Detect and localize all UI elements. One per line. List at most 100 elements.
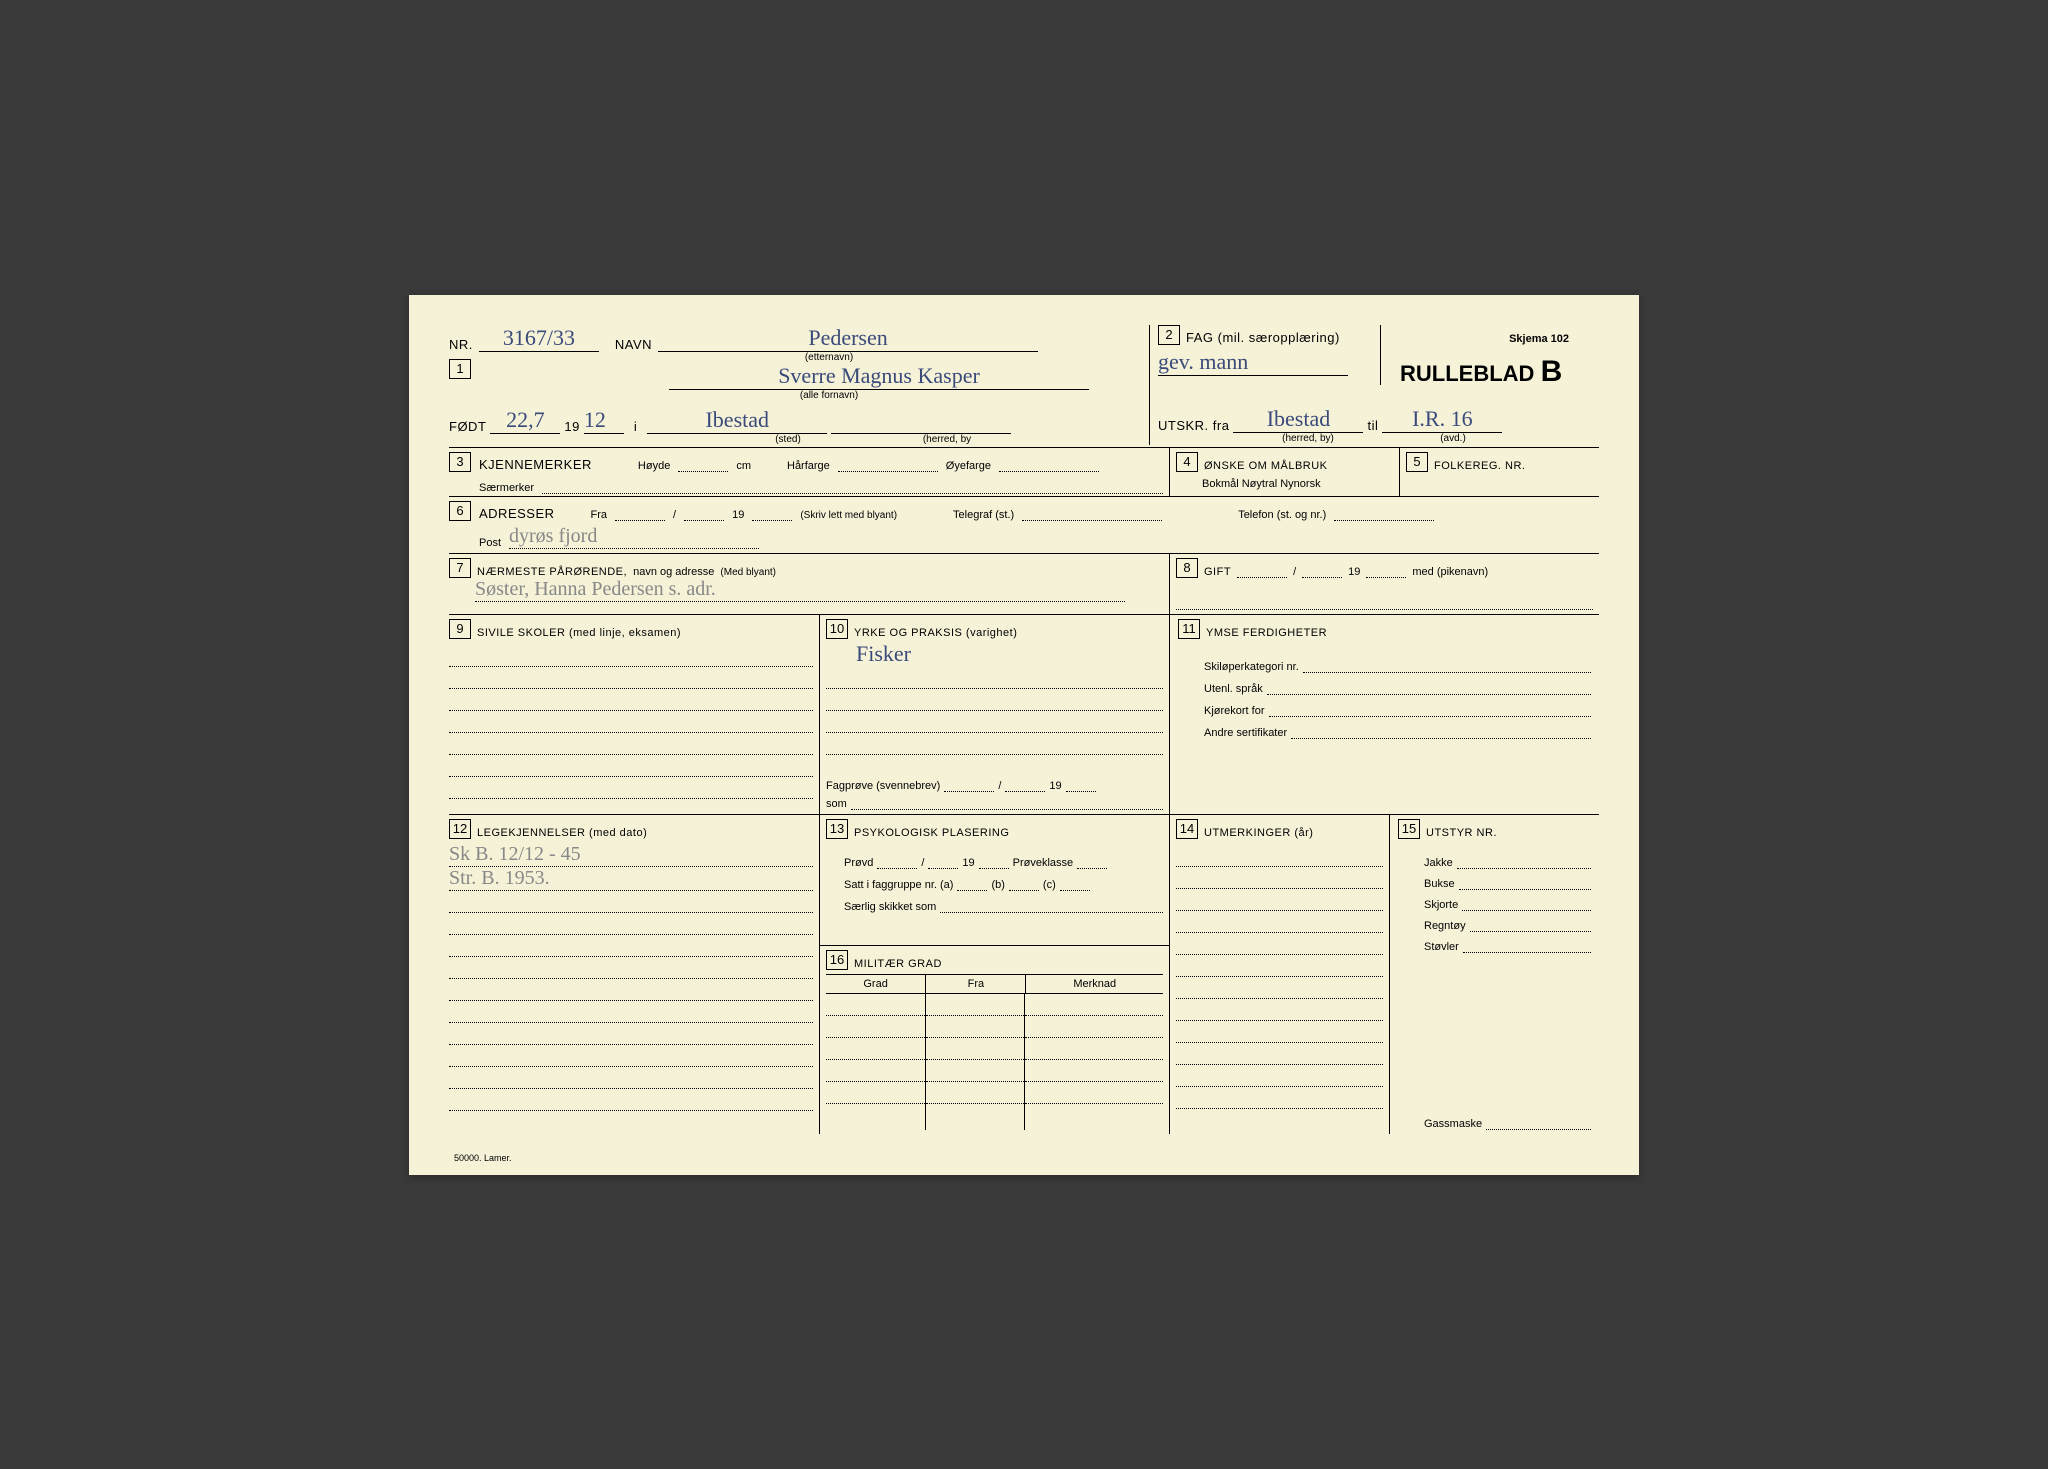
telegraf-label: Telegraf (st.)	[953, 509, 1014, 521]
parorende-med: (Med blyant)	[720, 567, 776, 578]
box-10: 10	[826, 619, 848, 639]
skriv-label: (Skriv lett med blyant)	[800, 510, 897, 521]
parorende-label: NÆRMESTE PÅRØRENDE,	[477, 566, 627, 578]
klasse-label: Prøveklasse	[1013, 857, 1074, 869]
ymse-label: YMSE FERDIGHETER	[1206, 627, 1327, 639]
fodt-day: 22,7	[490, 407, 560, 434]
gassmaske-label: Gassmaske	[1424, 1118, 1482, 1130]
sted-value: Ibestad	[647, 407, 827, 434]
fornavn-sub: (alle fornavn)	[729, 390, 929, 401]
utmerk-lines	[1176, 845, 1383, 1130]
box-13: 13	[826, 819, 848, 839]
post-value: dyrøs fjord	[509, 525, 759, 549]
rulleblad-form: Skjema 102 NR. 3167/33 NAVN Pedersen 1 (…	[409, 295, 1639, 1175]
psyk-label: PSYKOLOGISK PLASERING	[854, 827, 1009, 839]
box-2: 2	[1158, 325, 1180, 345]
bukse-label: Bukse	[1424, 878, 1455, 890]
box-6: 6	[449, 501, 471, 521]
box-14: 14	[1176, 819, 1198, 839]
c-label: (c)	[1043, 879, 1056, 891]
post-label: Post	[479, 537, 501, 549]
footer-label: 50000. Lamer.	[454, 1153, 512, 1163]
box-1: 1	[449, 359, 471, 379]
box-16: 16	[826, 950, 848, 970]
grad-col: Grad	[826, 975, 926, 993]
regntoy-label: Regntøy	[1424, 920, 1466, 932]
provd-label: Prøvd	[844, 857, 873, 869]
lege-line1: Sk B. 12/12 - 45	[449, 843, 813, 867]
herred-sub: (herred, by	[857, 434, 1037, 445]
i-label: i	[634, 419, 637, 434]
b-label: (b)	[991, 879, 1004, 891]
box-9: 9	[449, 619, 471, 639]
adresser-label: ADRESSER	[479, 506, 555, 521]
malbruk-options: Bokmål Nøytral Nynorsk	[1202, 478, 1393, 490]
telefon-label: Telefon (st. og nr.)	[1238, 509, 1326, 521]
sprak-label: Utenl. språk	[1204, 683, 1263, 695]
box-5: 5	[1406, 452, 1428, 472]
yrke-label: YRKE OG PRAKSIS (varighet)	[854, 627, 1017, 639]
cm-label: cm	[736, 460, 751, 472]
som-label: som	[826, 798, 847, 810]
satt-label: Satt i faggruppe nr. (a)	[844, 879, 953, 891]
utskr-value: Ibestad	[1233, 406, 1363, 433]
skoler-label: SIVILE SKOLER (med linje, eksamen)	[477, 627, 681, 639]
sted-sub: (sted)	[723, 434, 853, 445]
grad-rows	[826, 994, 926, 1130]
milgrad-label: MILITÆR GRAD	[854, 958, 942, 970]
box-7: 7	[449, 558, 471, 578]
saerlig-label: Særlig skikket som	[844, 901, 936, 913]
fag-value: gev. mann	[1158, 349, 1348, 376]
oyefarge-label: Øyefarge	[946, 460, 991, 472]
utmerk-label: UTMERKINGER (år)	[1204, 827, 1313, 839]
parorende-sub: navn og adresse	[633, 566, 714, 578]
fornavn-value: Sverre Magnus Kasper	[669, 363, 1089, 390]
fra-col: Fra	[926, 975, 1026, 993]
navn-label: NAVN	[615, 337, 652, 352]
folkereg-label: FOLKEREG. NR.	[1434, 460, 1525, 472]
malbruk-label: ØNSKE OM MÅLBRUK	[1204, 460, 1328, 472]
lege-label: LEGEKJENNELSER (med dato)	[477, 827, 647, 839]
nr-value: 3167/33	[479, 325, 599, 352]
box-3: 3	[449, 452, 471, 472]
box-4: 4	[1176, 452, 1198, 472]
etternavn-value: Pedersen	[658, 325, 1038, 352]
avd-sub: (avd.)	[1398, 433, 1508, 444]
gift-label: GIFT	[1204, 566, 1231, 578]
fodt-year-prefix: 19	[564, 419, 579, 434]
sert-label: Andre sertifikater	[1204, 727, 1287, 739]
yrke-value: Fisker	[856, 641, 1163, 667]
utstyr-label: UTSTYR NR.	[1426, 827, 1497, 839]
utskr-label: UTSKR. fra	[1158, 418, 1229, 433]
skoler-lines	[449, 645, 813, 810]
box-11: 11	[1178, 619, 1200, 639]
fodt-label: FØDT	[449, 419, 486, 434]
nr-label: NR.	[449, 337, 473, 352]
kjennemerker-label: KJENNEMERKER	[479, 457, 592, 472]
lege-line2: Str. B. 1953.	[449, 867, 813, 891]
merknad-col: Merknad	[1026, 975, 1163, 993]
til-value: I.R. 16	[1382, 406, 1502, 433]
box-15: 15	[1398, 819, 1420, 839]
stovler-label: Støvler	[1424, 941, 1459, 953]
year19-8: 19	[1348, 566, 1360, 578]
saermerker-label: Særmerker	[479, 482, 534, 494]
til-label: til	[1367, 418, 1378, 433]
yrke-lines	[826, 667, 1163, 768]
jakke-label: Jakke	[1424, 857, 1453, 869]
hoyde-label: Høyde	[638, 460, 670, 472]
harfarge-label: Hårfarge	[787, 460, 830, 472]
lege-lines	[449, 891, 813, 1130]
title: RULLEBLAD B	[1400, 361, 1562, 386]
fagprove-label: Fagprøve (svennebrev)	[826, 780, 940, 792]
fodt-year-suffix: 12	[584, 407, 624, 434]
ski-label: Skiløperkategori nr.	[1204, 661, 1299, 673]
utskr-sub: (herred, by)	[1248, 433, 1368, 444]
korekort-label: Kjørekort for	[1204, 705, 1265, 717]
fag-label: FAG (mil. særopplæring)	[1186, 330, 1340, 345]
skjorte-label: Skjorte	[1424, 899, 1458, 911]
year19-6: 19	[732, 509, 744, 521]
gift-med: med (pikenavn)	[1412, 566, 1488, 578]
box-12: 12	[449, 819, 471, 839]
etternavn-sub: (etternavn)	[729, 352, 929, 363]
